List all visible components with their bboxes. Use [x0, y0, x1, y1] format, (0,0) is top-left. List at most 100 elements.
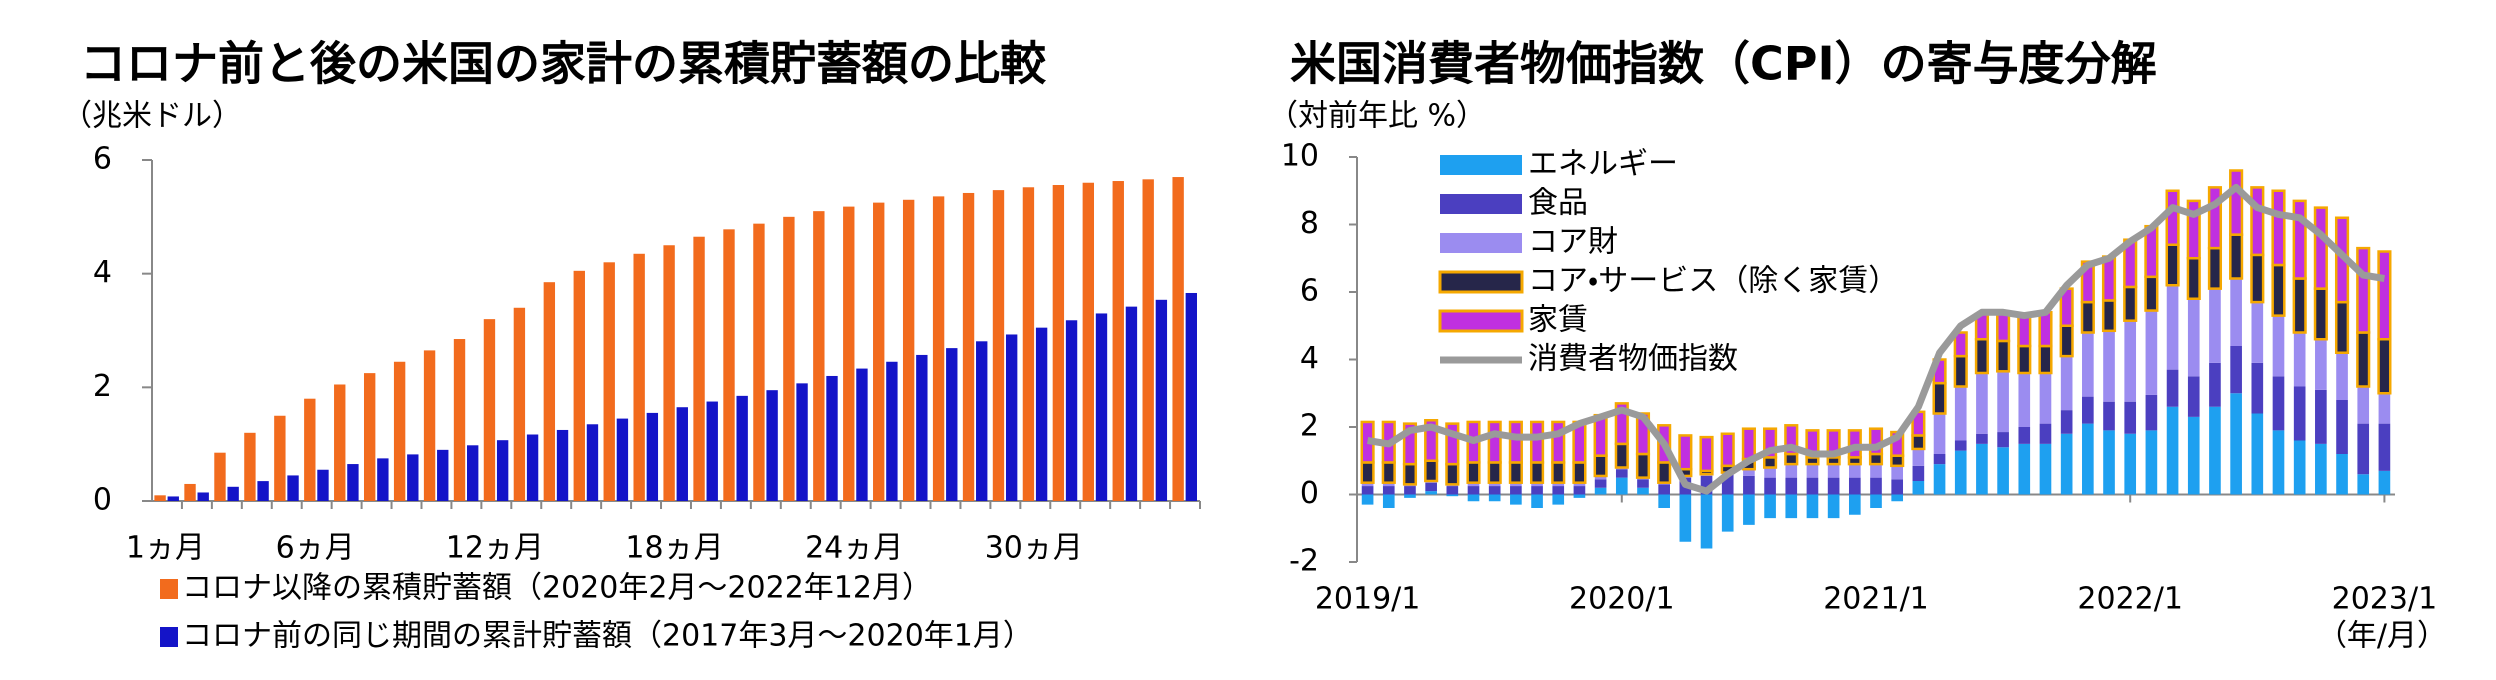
bar-segment	[1784, 452, 1799, 466]
legend-swatch	[160, 579, 178, 599]
bar	[347, 464, 359, 501]
bar	[616, 418, 629, 501]
bar	[843, 206, 855, 501]
bar-segment	[2018, 373, 2031, 427]
bar-segment	[2378, 393, 2391, 424]
bar-segment	[1551, 461, 1566, 484]
x-tick-label: 2022/1	[2077, 582, 2183, 617]
bar-segment	[1445, 462, 1460, 486]
bar-segment	[2356, 246, 2371, 334]
bar	[1005, 334, 1018, 501]
bar-segment	[1445, 422, 1460, 466]
bar-segment	[1870, 477, 1882, 495]
bar-segment	[2356, 331, 2371, 388]
bar-segment	[1868, 452, 1884, 466]
bar-segment	[2293, 440, 2306, 495]
bar-segment	[1997, 432, 2009, 448]
bar-segment	[1827, 477, 1840, 495]
bar-segment	[1404, 486, 1416, 495]
bar-segment	[1912, 481, 1925, 495]
y-tick-label: 4	[1300, 341, 1319, 376]
bar	[184, 483, 196, 501]
legend-swatch	[1438, 309, 1524, 333]
bar-segment	[2230, 346, 2242, 394]
bar-segment	[1552, 486, 1565, 495]
bar-segment	[2251, 362, 2264, 414]
bar-segment	[2251, 413, 2264, 495]
unit-label: （対前年比 %）	[1268, 99, 1486, 134]
bar-segment	[2165, 243, 2180, 287]
bar-segment	[1784, 424, 1799, 456]
bar-segment	[2207, 246, 2223, 290]
bar-segment	[2060, 356, 2073, 411]
bar	[886, 361, 898, 501]
bar-segment	[2082, 396, 2094, 424]
bar-segment	[1785, 464, 1798, 478]
bar-segment	[1974, 338, 1989, 375]
bar-segment	[1594, 475, 1607, 480]
bar-segment	[1827, 464, 1840, 478]
bar-segment	[2187, 298, 2200, 377]
bar-segment	[2357, 474, 2370, 495]
bar-segment	[1933, 464, 1946, 495]
bar-segment	[1785, 494, 1798, 519]
cpi-line	[1367, 183, 2385, 495]
bar-segment	[1933, 454, 1946, 465]
x-tick-label: 2023/1	[2332, 582, 2438, 617]
bar-segment	[1699, 435, 1714, 473]
bar-segment	[2186, 199, 2201, 260]
bar-segment	[1658, 494, 1670, 508]
bar-segment	[1635, 452, 1651, 479]
bar-segment	[1891, 494, 1904, 502]
bar-segment	[2271, 263, 2286, 317]
bar	[663, 245, 675, 501]
bar	[916, 354, 928, 501]
bar-segment	[1741, 427, 1756, 461]
bar-segment	[1954, 450, 1967, 495]
bar-segment	[1764, 494, 1776, 519]
bar-segment	[1743, 494, 1755, 525]
bar	[1155, 299, 1168, 501]
bar-segment	[1572, 461, 1587, 484]
legend-label: 食品	[1528, 186, 1588, 221]
bar-segment	[1976, 443, 1988, 495]
y-tick-label: -2	[1289, 544, 1319, 579]
bar	[1112, 181, 1124, 502]
bar	[526, 434, 539, 501]
bar	[946, 348, 958, 501]
bar	[766, 390, 778, 501]
bar-segment	[1932, 381, 1947, 415]
bar	[227, 486, 239, 501]
bar-segment	[2103, 330, 2115, 402]
bar	[693, 236, 705, 501]
bar	[723, 229, 735, 501]
bar-segment	[1637, 479, 1649, 488]
bar-segment	[2039, 373, 2052, 424]
bar	[736, 395, 748, 501]
legend-swatch	[1440, 194, 1522, 214]
bar-segment	[1870, 464, 1882, 478]
bar-segment	[1806, 477, 1819, 495]
bar	[1035, 327, 1048, 501]
bar-segment	[2187, 416, 2200, 495]
bar-segment	[1954, 386, 1967, 441]
x-tick-label: 24ヵ月	[805, 531, 903, 566]
bar	[363, 373, 376, 501]
bar-segment	[2017, 314, 2032, 348]
bar	[304, 398, 316, 501]
bar-segment	[2209, 406, 2221, 495]
bar-segment	[1404, 494, 1416, 498]
bar-segment	[1870, 494, 1882, 508]
bar-segment	[1361, 482, 1374, 487]
legend-label: エネルギー	[1528, 147, 1678, 182]
bar-segment	[2165, 189, 2180, 246]
bar-segment	[2336, 352, 2348, 400]
bar	[1065, 320, 1078, 501]
legend-label: コロナ以降の累積貯蓄額（2020年2月～2022年12月）	[182, 571, 932, 606]
bar-segment	[1764, 477, 1776, 495]
bar-segment	[1997, 371, 2009, 433]
y-tick-label: 0	[93, 483, 112, 518]
bar	[826, 375, 838, 501]
bar-segment	[1637, 487, 1649, 495]
